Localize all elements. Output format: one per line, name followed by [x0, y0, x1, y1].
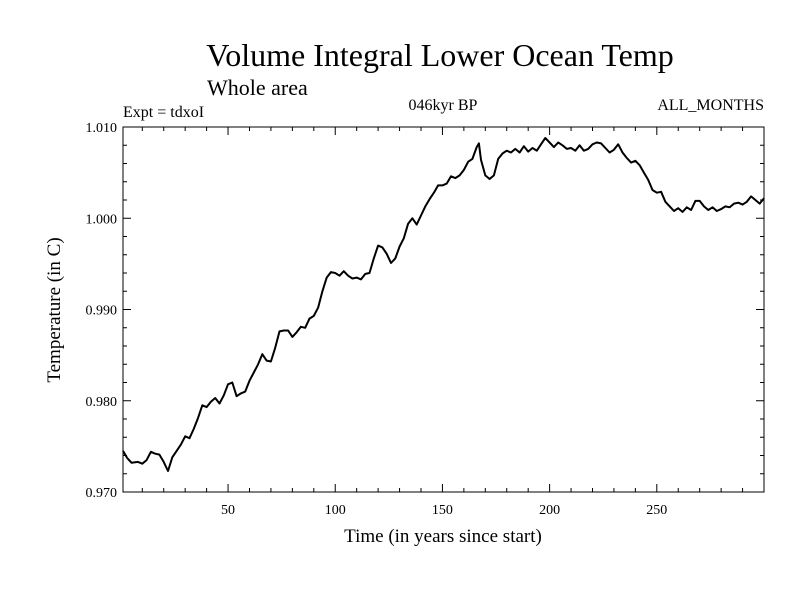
y-axis-label: Temperature (in C)	[44, 237, 65, 382]
plot-frame	[122, 126, 765, 493]
y-tick-label: 0.970	[86, 486, 118, 501]
experiment-label: Expt = tdxoI	[123, 104, 204, 121]
x-tick-label: 200	[539, 503, 560, 518]
x-axis-label: Time (in years since start)	[344, 526, 542, 547]
y-tick-label: 1.000	[86, 212, 118, 227]
x-axis: 50 100 150 200 250	[141, 127, 744, 518]
y-tick-label: 1.010	[86, 121, 118, 136]
chart-subtitle: Whole area	[207, 75, 308, 100]
y-tick-label: 0.980	[86, 395, 118, 410]
y-tick-label: 0.990	[86, 304, 118, 319]
chart-title: Volume Integral Lower Ocean Temp	[206, 37, 674, 73]
x-tick-label: 150	[432, 503, 453, 518]
period-label: 046kyr BP	[409, 97, 478, 114]
x-tick-label: 50	[221, 503, 235, 518]
series-layer	[122, 137, 765, 472]
y-axis: 0.970 0.980 0.990 1.000 1.010	[86, 121, 764, 501]
series-line	[122, 137, 765, 472]
months-label: ALL_MONTHS	[657, 97, 764, 114]
x-tick-label: 250	[646, 503, 667, 518]
x-tick-label: 100	[325, 503, 346, 518]
